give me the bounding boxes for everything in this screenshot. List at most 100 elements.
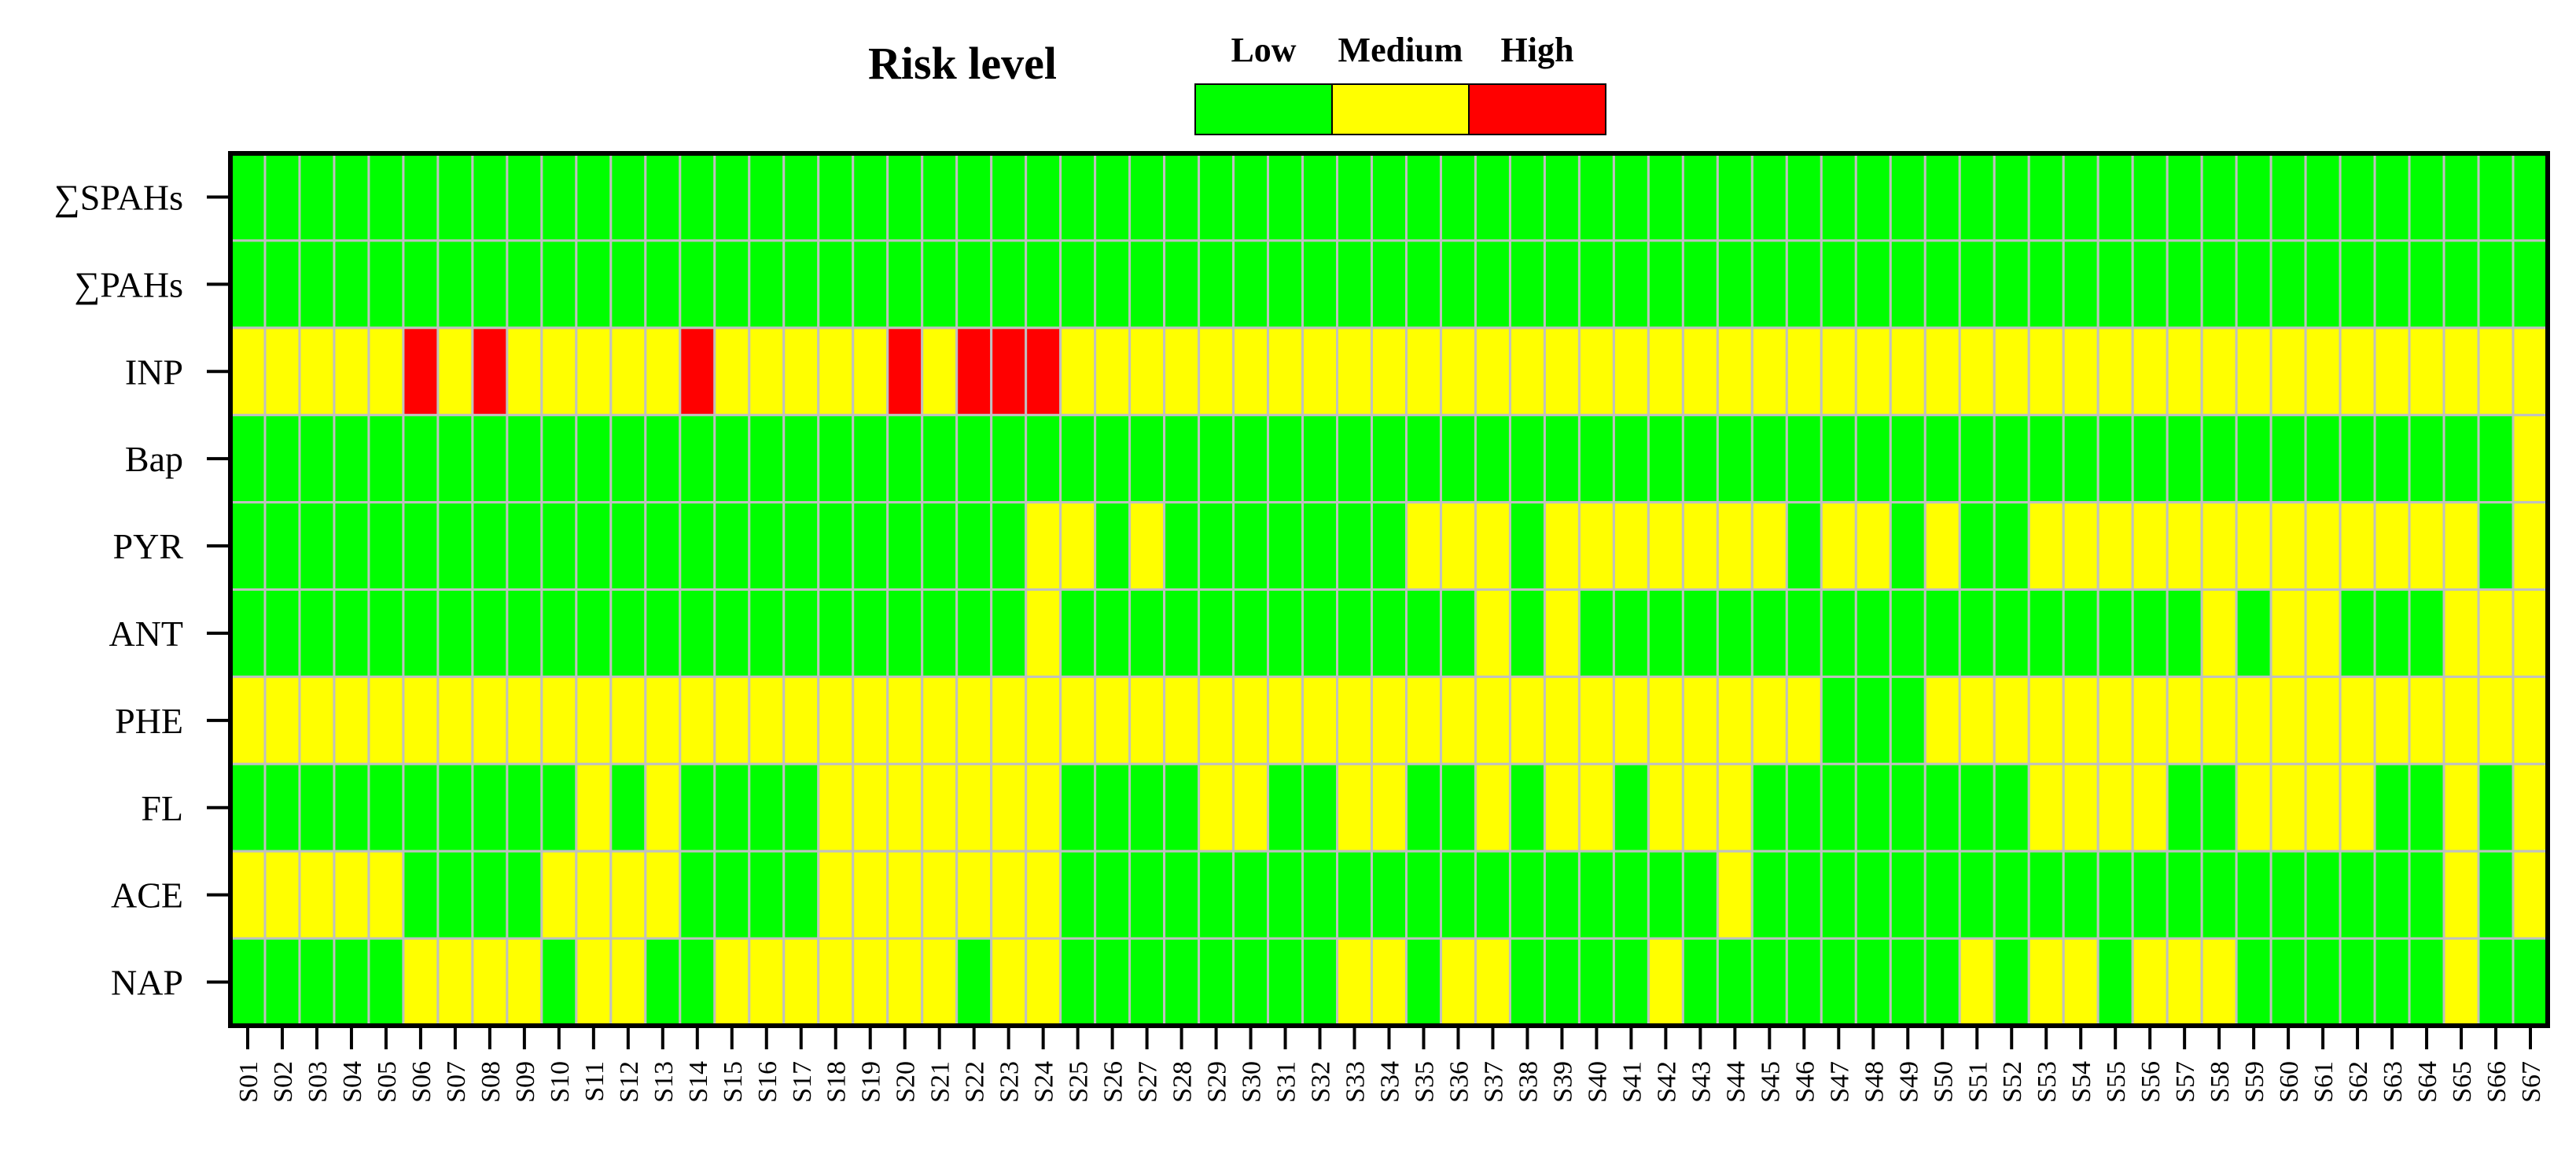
cell-INP-S06 [402,326,440,417]
cell-ANT-S08 [471,588,509,678]
column-label: S06 [407,1061,436,1103]
column-label: S37 [1479,1061,1508,1103]
cell-PAHs-S55 [2096,239,2134,330]
cell-SPAHs-S06 [402,152,440,242]
cell-PHE-S11 [575,675,613,765]
cell-PAHs-S52 [1993,239,2030,330]
cell-PHE-S46 [1785,675,1823,765]
cell-PAHs-S31 [1267,239,1305,330]
legend-swatch-low [1194,83,1333,135]
column-label: S27 [1134,1061,1163,1103]
cell-INP-S47 [1820,326,1857,417]
cell-ACE-S60 [2269,850,2307,940]
cell-PYR-S29 [1198,501,1235,591]
cell-PYR-S48 [1854,501,1892,591]
cell-PHE-S10 [540,675,578,765]
cell-Bap-S45 [1750,414,1788,504]
cell-PYR-S49 [1889,501,1926,591]
cell-ANT-S56 [2131,588,2169,678]
cell-PHE-S54 [2062,675,2099,765]
cell-PAHs-S08 [471,239,509,330]
cell-SPAHs-S17 [782,152,820,242]
cell-FL-S61 [2304,762,2342,853]
cell-NAP-S58 [2200,937,2238,1027]
cell-INP-S60 [2269,326,2307,417]
cell-NAP-S44 [1716,937,1754,1027]
cell-ACE-S14 [679,850,716,940]
cell-ACE-S11 [575,850,613,940]
risk-level-legend: Risk level Low Medium High [868,31,1606,135]
column-label: S03 [304,1061,333,1103]
cell-PHE-S35 [1404,675,1442,765]
cell-Bap-S01 [229,414,267,504]
cell-ACE-S36 [1439,850,1477,940]
cell-ACE-S03 [298,850,336,940]
cell-Bap-S10 [540,414,578,504]
cell-SPAHs-S01 [229,152,267,242]
cell-NAP-S56 [2131,937,2169,1027]
cell-PAHs-S25 [1059,239,1097,330]
column-label: S57 [2171,1061,2200,1103]
cell-SPAHs-S20 [886,152,924,242]
cell-SPAHs-S15 [713,152,751,242]
cell-FL-S12 [609,762,647,853]
cell-PYR-S02 [263,501,301,591]
cell-PAHs-S03 [298,239,336,330]
cell-PYR-S55 [2096,501,2134,591]
cell-NAP-S57 [2166,937,2203,1027]
cell-NAP-S42 [1647,937,1684,1027]
cell-Bap-S17 [782,414,820,504]
cell-PYR-S66 [2477,501,2515,591]
cell-SPAHs-S49 [1889,152,1926,242]
cell-Bap-S43 [1681,414,1719,504]
cell-NAP-S11 [575,937,613,1027]
cell-PAHs-S19 [852,239,889,330]
cell-INP-S32 [1301,326,1339,417]
cell-Bap-S06 [402,414,440,504]
cell-PHE-S57 [2166,675,2203,765]
cell-INP-S18 [817,326,855,417]
cell-INP-S30 [1232,326,1270,417]
cell-PHE-S65 [2442,675,2480,765]
cell-Bap-S61 [2304,414,2342,504]
cell-PAHs-S15 [713,239,751,330]
cell-FL-S28 [1163,762,1201,853]
cell-Bap-S66 [2477,414,2515,504]
cell-ANT-S25 [1059,588,1097,678]
cell-NAP-S47 [1820,937,1857,1027]
cell-PAHs-S34 [1371,239,1408,330]
cell-PAHs-S48 [1854,239,1892,330]
cell-ANT-S06 [402,588,440,678]
cell-PHE-S40 [1577,675,1615,765]
cell-NAP-S17 [782,937,820,1027]
cell-SPAHs-S62 [2339,152,2376,242]
cell-Bap-S26 [1094,414,1132,504]
cell-NAP-S21 [921,937,959,1027]
cell-INP-S07 [436,326,474,417]
cell-SPAHs-S03 [298,152,336,242]
cell-PYR-S08 [471,501,509,591]
cell-PAHs-S35 [1404,239,1442,330]
cell-SPAHs-S36 [1439,152,1477,242]
column-label: S64 [2413,1061,2442,1103]
cell-PYR-S47 [1820,501,1857,591]
cell-Bap-S27 [1128,414,1166,504]
cell-PYR-S19 [852,501,889,591]
cell-FL-S40 [1577,762,1615,853]
column-label: S13 [650,1061,679,1103]
cell-ACE-S21 [921,850,959,940]
cell-PAHs-S43 [1681,239,1719,330]
cell-SPAHs-S35 [1404,152,1442,242]
cell-FL-S14 [679,762,716,853]
cell-PAHs-S16 [748,239,786,330]
cell-ACE-S63 [2373,850,2411,940]
cell-ACE-S45 [1750,850,1788,940]
cell-PAHs-S57 [2166,239,2203,330]
cell-FL-S23 [990,762,1028,853]
cell-ACE-S17 [782,850,820,940]
cell-SPAHs-S59 [2235,152,2272,242]
cell-ACE-S18 [817,850,855,940]
cell-PAHs-S67 [2512,239,2549,330]
cell-Bap-S58 [2200,414,2238,504]
cell-PHE-S66 [2477,675,2515,765]
